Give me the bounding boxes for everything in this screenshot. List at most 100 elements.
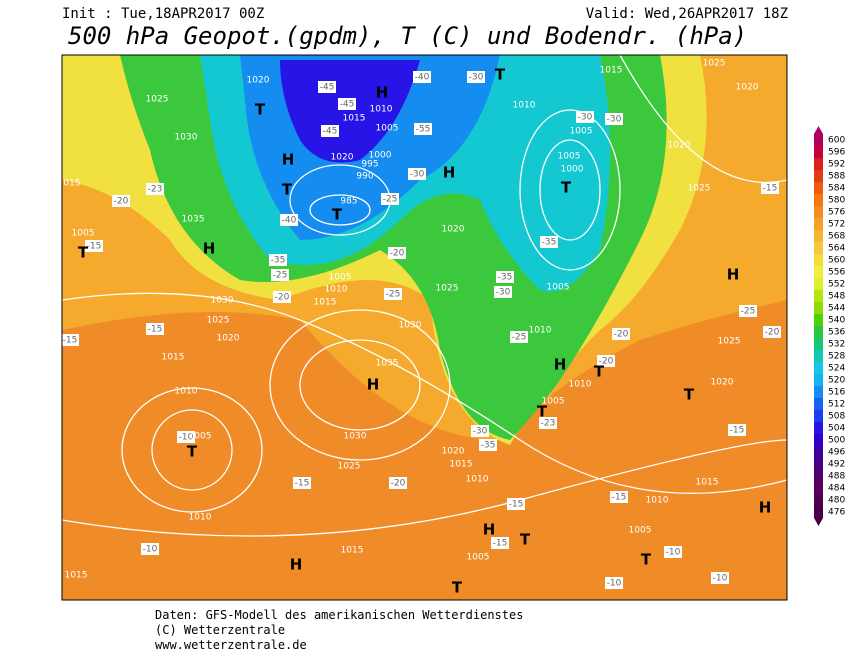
pressure-label: 1025 (207, 316, 230, 326)
high-pressure-marker: H (483, 521, 496, 539)
temperature-label: -10 (143, 545, 158, 555)
pressure-label: 1005 (376, 124, 399, 134)
pressure-label: 1020 (668, 141, 691, 151)
temperature-label: -15 (63, 336, 78, 346)
temperature-label-bg (605, 113, 623, 125)
low-pressure-marker: T (495, 66, 506, 84)
pressure-label: 1020 (442, 225, 465, 235)
temperature-label-bg (761, 182, 779, 194)
temperature-label-bg (338, 98, 356, 110)
temperature-label-bg (381, 193, 399, 205)
pressure-label: 1005 (467, 553, 490, 563)
colorbar-label: 600 (828, 136, 845, 146)
colorbar-segment (814, 470, 823, 482)
temperature-label-bg (280, 214, 298, 226)
temperature-label-bg (112, 195, 130, 207)
pressure-label: 1025 (718, 337, 741, 347)
high-pressure-marker: H (554, 356, 567, 374)
colorbar-segment (814, 350, 823, 362)
colorbar-label: 588 (828, 172, 845, 182)
temperature-label-bg (293, 477, 311, 489)
colorbar-label: 544 (828, 304, 845, 314)
valid-time: Valid: Wed,26APR2017 18Z (586, 6, 788, 22)
colorbar-segment (814, 170, 823, 182)
temperature-label: -20 (114, 197, 129, 207)
low-pressure-marker: T (684, 386, 695, 404)
temperature-label: -25 (386, 290, 401, 300)
temperature-label: -15 (295, 479, 310, 489)
colorbar-segment (814, 254, 823, 266)
pressure-label: 1005 (542, 397, 565, 407)
temperature-label: -23 (541, 419, 556, 429)
low-pressure-marker: T (78, 244, 89, 262)
colorbar-label: 572 (828, 220, 845, 230)
temperature-label: -45 (320, 83, 335, 93)
pressure-label: 1005 (570, 127, 593, 137)
temperature-label-bg (605, 577, 623, 589)
temperature-label: -40 (415, 73, 430, 83)
colorbar-label: 496 (828, 448, 845, 458)
colorbar-label: 580 (828, 196, 845, 206)
pressure-label: 1005 (547, 283, 570, 293)
pressure-label: 1010 (529, 326, 552, 336)
temperature-label-bg (269, 254, 287, 266)
colorbar-label: 556 (828, 268, 845, 278)
pressure-label: 1020 (217, 334, 240, 344)
temperature-label-bg (540, 236, 558, 248)
website: www.wetterzentrale.de (155, 638, 307, 652)
temperature-label: -10 (713, 574, 728, 584)
colorbar-segment (814, 458, 823, 470)
temperature-label: -35 (481, 441, 496, 451)
temperature-label-bg (413, 71, 431, 83)
temperature-label: -30 (469, 73, 484, 83)
temperature-label: -20 (765, 328, 780, 338)
map-frame (61, 54, 788, 601)
colorbar-label: 528 (828, 352, 845, 362)
temperature-label-bg (141, 543, 159, 555)
temperature-label: -15 (493, 539, 508, 549)
low-pressure-marker: T (187, 443, 198, 461)
colorbar-label: 564 (828, 244, 845, 254)
temperature-label: -23 (148, 185, 163, 195)
temperature-label-bg (496, 271, 514, 283)
colorbar-label: 500 (828, 436, 845, 446)
low-pressure-marker: T (594, 363, 605, 381)
temperature-label: -20 (275, 293, 290, 303)
colorbar-segment (814, 278, 823, 290)
high-pressure-marker: H (376, 84, 389, 102)
temperature-label: -30 (410, 170, 425, 180)
pressure-label: 1020 (711, 378, 734, 388)
colorbar-segment (814, 302, 823, 314)
pressure-label: 1020 (247, 76, 270, 86)
colorbar-label: 504 (828, 424, 845, 434)
low-pressure-marker: T (520, 531, 531, 549)
temperature-label-bg (273, 291, 291, 303)
temperature-label: -15 (87, 242, 102, 252)
pressure-label: 1005 (72, 229, 95, 239)
temperature-label: -10 (666, 548, 681, 558)
pressure-label: 1010 (325, 285, 348, 295)
temperature-label-bg (539, 417, 557, 429)
high-pressure-marker: H (282, 151, 295, 169)
colorbar-label: 512 (828, 400, 845, 410)
colorbar-arrow (814, 126, 823, 134)
pressure-label: 1010 (189, 513, 212, 523)
colorbar-label: 520 (828, 376, 845, 386)
low-pressure-marker: T (641, 551, 652, 569)
temperature-label: -20 (390, 249, 405, 259)
temperature-label: -30 (607, 115, 622, 125)
temperature-label: -25 (741, 307, 756, 317)
colorbar-label: 524 (828, 364, 845, 374)
pressure-label: 1025 (436, 284, 459, 294)
temperature-label-bg (384, 288, 402, 300)
temperature-label: -45 (340, 100, 355, 110)
colorbar-label: 532 (828, 340, 845, 350)
pressure-label: 1025 (688, 184, 711, 194)
temperature-label: -25 (273, 271, 288, 281)
colorbar-segment (814, 386, 823, 398)
pressure-label: 1010 (646, 496, 669, 506)
pressure-label: 1035 (182, 215, 205, 225)
copyright: (C) Wetterzentrale (155, 623, 285, 637)
colorbar-segment (814, 422, 823, 434)
pressure-label: 1015 (162, 353, 185, 363)
